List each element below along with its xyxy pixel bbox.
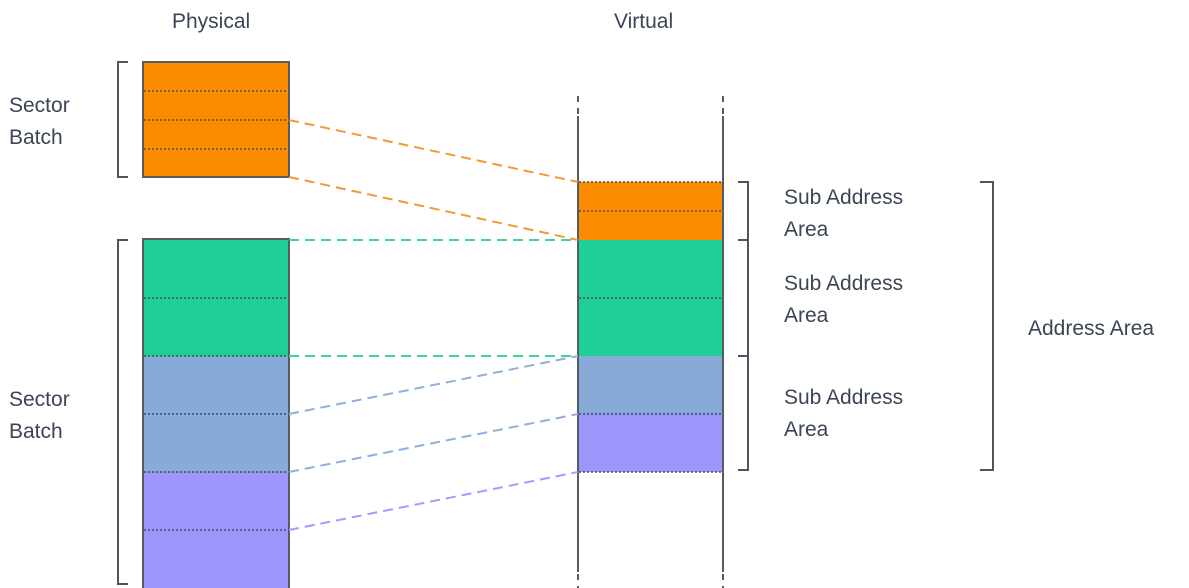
label-line: Area <box>784 217 829 241</box>
physical-column-title: Physical <box>172 10 251 33</box>
mapping-line-purple <box>288 471 579 531</box>
sub-address-area-label-2: Sub Address Area <box>784 268 903 331</box>
sector-batch-label-bottom: Sector Batch <box>9 384 70 447</box>
label-line: Area <box>784 417 829 441</box>
sector-batch-label-top: Sector Batch <box>9 90 70 153</box>
mapping-line-orange <box>288 119 579 183</box>
virtual-purple-block <box>579 414 722 472</box>
label-line: Sub Address <box>784 272 904 295</box>
left-bracket-bottom <box>117 239 128 585</box>
virtual-orange-block <box>579 182 722 240</box>
mapping-lines <box>288 119 579 531</box>
label-line: Sub Address <box>784 186 904 209</box>
mapping-line-orange <box>288 176 579 241</box>
label-line: Area <box>784 303 829 327</box>
label-line: Batch <box>9 419 63 443</box>
right-bracket-sub-area-1 <box>738 181 749 241</box>
right-bracket-address-area <box>980 181 994 471</box>
label-line: Sector <box>9 388 70 411</box>
mapping-line-blue <box>288 413 579 473</box>
label-line: Sub Address <box>784 386 904 409</box>
virtual-green-block <box>579 240 722 356</box>
physical-sector-batch-bottom <box>142 238 290 588</box>
right-bracket-sub-area-2 <box>738 239 749 357</box>
physical-sector-batch-top <box>142 61 290 178</box>
label-line: Sector <box>9 94 70 117</box>
virtual-column <box>577 96 724 588</box>
left-bracket-top <box>117 61 128 178</box>
mapping-line-blue <box>288 355 579 415</box>
right-bracket-sub-area-3 <box>738 355 749 471</box>
brackets <box>117 61 994 585</box>
address-area-label: Address Area <box>1028 317 1155 340</box>
label-line: Batch <box>9 125 63 149</box>
virtual-column-title: Virtual <box>614 10 674 33</box>
virtual-blue-block <box>579 356 722 414</box>
sub-address-area-label-1: Sub Address Area <box>784 182 903 245</box>
sub-address-area-label-3: Sub Address Area <box>784 382 903 445</box>
